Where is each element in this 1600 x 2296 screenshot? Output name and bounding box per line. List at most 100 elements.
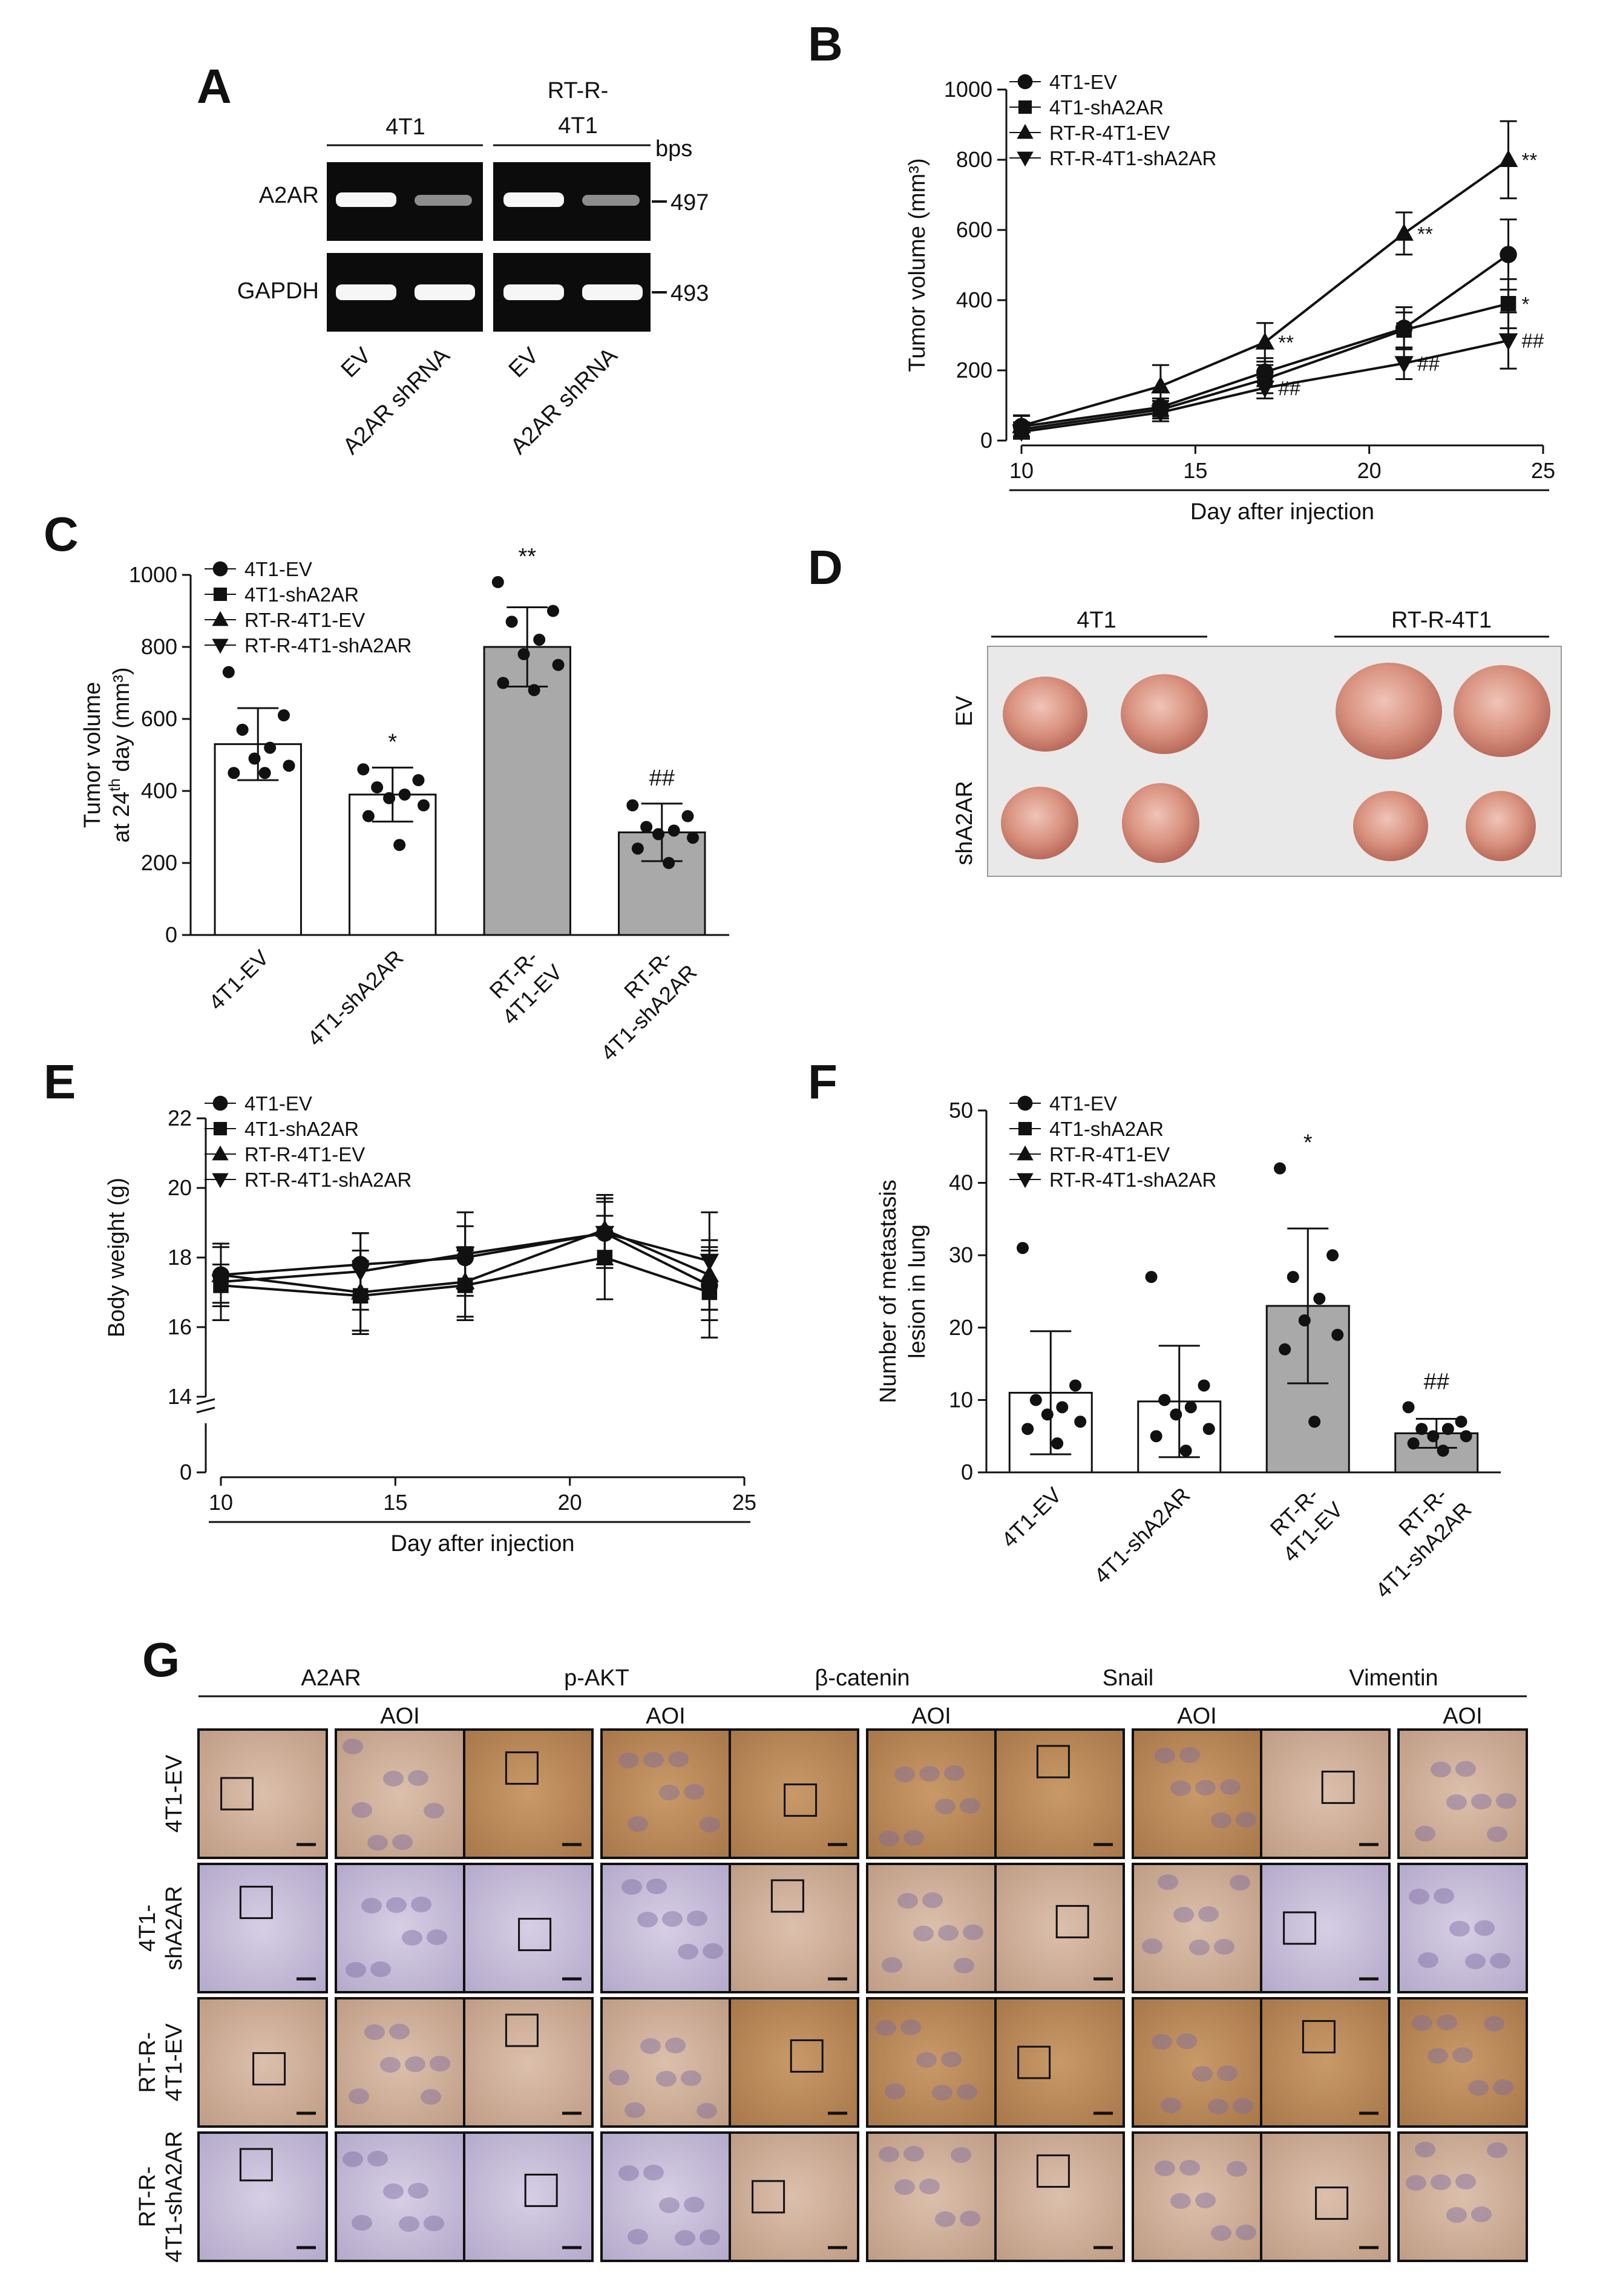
ihc-nucleus-r1-c4-5 [1474,1920,1495,1936]
ihc-nucleus-r0-c1-5 [628,1816,648,1832]
panel-c-dot-rt-r-4t1-sha2ar-7 [663,857,675,869]
band-gapdh-lane4 [582,284,643,300]
tumor-rtr-sh-2 [1466,791,1536,861]
panel-c-ytick-label-1000: 1000 [129,562,177,587]
band-a2ar-lane3 [503,192,564,207]
panel-f-dot-rt-r-4t1-sha2ar-4 [1427,1430,1440,1443]
ihc-nucleus-r2-c1-2 [640,2038,661,2054]
panel-e-ytick-label-break: 0 [180,1460,192,1484]
panel-c-dot-4t1-ev-1 [277,709,290,722]
ihc-tile-r3-c3 [994,2131,1125,2262]
panel-e-xtick-label-10: 10 [209,1490,233,1515]
ihc-tile-r0-c0 [197,1728,328,1859]
panel-c-dot-rt-r-4t1-ev-5 [552,658,565,671]
panel-c-sig-4t1-sha2ar: * [388,729,397,755]
ihc-aoi-tile-r2-c2 [866,1997,997,2128]
panel-f-dot-rt-r-4t1-ev-7 [1308,1415,1321,1428]
photo-group-rtr: RT-R-4T1 [1391,608,1492,633]
ihc-row-label-3-line-2: 4T1-shA2AR [162,2131,187,2263]
panel-e-point-rt-r-4t1-sha2ar-17 [455,1247,475,1264]
ihc-aoi-label-0: AOI [380,1704,419,1729]
ihc-nucleus-r2-c1-3 [681,2070,701,2086]
photo-row-ev: EV [952,695,977,726]
panel-f-dot-4t1-ev-5 [1074,1415,1087,1428]
ihc-nucleus-r3-c2-4 [919,2179,940,2194]
panel-c-sig-rt-r-4t1-ev: ** [518,544,536,569]
panel-b-point-4t1-sha2ar-24 [1500,296,1516,312]
panel-e-ylabel: Body weight (g) [104,1178,130,1337]
panel-c: C 0 200 400 600 800 1000 Tumor volume at 24th d… [44,507,729,1065]
panel-c-ytick-label-0: 0 [165,922,177,947]
ihc-nucleus-r3-c3-2 [1211,2225,1231,2241]
panel-e-xtick-label-20: 20 [558,1490,582,1515]
ihc-aoi-box-r0-c0 [220,1777,254,1811]
ihc-nucleus-r0-c0-3 [367,1835,388,1851]
ihc-nucleus-r0-c3-5 [1179,1747,1200,1763]
panel-b-xlabel: Day after injection [1190,499,1374,525]
panel-b-xtick-label-25: 25 [1531,458,1555,483]
ihc-aoi-tile-r1-c4 [1397,1863,1528,1993]
panel-b-point-rt-r-4t1-sha2ar-14 [1151,405,1170,423]
ihc-nucleus-r1-c0-5 [370,1961,391,1977]
panel-f-dot-rt-r-4t1-sha2ar-0 [1402,1401,1415,1414]
panel-f-ytick-label-10: 10 [949,1387,973,1412]
ihc-aoi-box-r1-c1 [518,1918,552,1952]
panel-f-dot-4t1-ev-7 [1051,1437,1064,1450]
panel-f-ytick-label-0: 0 [961,1460,973,1484]
ihc-tile-r0-c4 [1260,1728,1391,1859]
panel-f-dot-4t1-ev-1 [1069,1379,1082,1392]
panel-c-dot-rt-r-4t1-ev-3 [533,634,546,646]
ihc-aoi-box-r1-c2 [770,1879,804,1913]
ihc-nucleus-r2-c1-0 [656,2071,677,2087]
ihc-nucleus-r3-c2-6 [903,2146,924,2162]
panel-c-dot-rt-r-4t1-sha2ar-3 [667,824,680,837]
band-a2ar-lane1 [336,192,396,207]
ihc-nucleus-r2-c4-4 [1452,2047,1473,2063]
panel-e-legend-marker-4t1-ev [212,1095,228,1111]
ihc-nucleus-r0-c2-4 [960,1798,980,1814]
band-a2ar-lane4 [582,195,640,206]
ihc-tile-r2-c4 [1260,1997,1391,2128]
ihc-row-label-1-line-2: shA2AR [162,1886,187,1970]
ihc-nucleus-r0-c0-4 [408,1770,428,1786]
ihc-nucleus-r1-c1-5 [646,1878,667,1894]
panel-e-point-rt-r-4t1-sha2ar-10 [211,1274,231,1292]
panel-c-legend-marker-4t1-ev [212,561,228,577]
ihc-nucleus-r1-c2-5 [922,1892,943,1908]
ihc-marker-vimentin: Vimentin [1349,1665,1438,1691]
ihc-aoi-label-2: AOI [911,1704,951,1729]
ihc-aoi-tile-r2-c0 [335,1997,465,2128]
ihc-nucleus-r0-c4-0 [1446,1794,1467,1810]
panel-b-ylabel: Tumor volume (mm³) [905,158,930,372]
panel-g-letter: G [142,1633,180,1687]
ihc-nucleus-r3-c2-5 [960,2211,980,2226]
ihc-marker-a2ar: A2AR [301,1665,361,1691]
panel-b-xtick-label-20: 20 [1357,458,1382,483]
ihc-tile-r1-c4 [1260,1863,1391,1993]
panel-e-ytick-label-16: 16 [168,1314,192,1339]
ihc-tile-r0-c1 [463,1728,594,1859]
panel-f-dot-rt-r-4t1-ev-0 [1274,1162,1287,1175]
ihc-nucleus-r2-c0-4 [349,2088,369,2104]
ihc-nucleus-r1-c4-1 [1409,1889,1429,1904]
ihc-tile-r2-c0 [197,1997,328,2128]
panel-c-xlabel-4t1-ev-line-1: 4T1-EV [204,945,274,1015]
ihc-tile-r1-c3 [994,1863,1125,1993]
panel-c-dot-4t1-ev-0 [222,666,235,678]
panel-f-ytick-label-20: 20 [949,1315,973,1340]
panel-c-dot-rt-r-4t1-sha2ar-2 [640,821,653,833]
panel-b-point-rt-r-4t1-sha2ar-17 [1255,381,1275,398]
ihc-nucleus-r1-c3-2 [1173,1907,1194,1923]
ihc-nucleus-r3-c1-0 [675,2230,695,2246]
gel-lane-label-3: EV [504,343,544,382]
panel-b-xtick-label-15: 15 [1183,458,1207,483]
panel-c-dot-rt-r-4t1-sha2ar-6 [631,842,644,855]
panel-f-dot-rt-r-4t1-ev-2 [1287,1271,1299,1284]
panel-b-point-rt-r-4t1-ev-24 [1498,149,1518,167]
ihc-nucleus-r2-c1-4 [625,2102,645,2118]
panel-b-legend-marker-4t1-ev [1017,74,1033,90]
ihc-nucleus-r2-c0-0 [380,2057,401,2073]
ihc-nucleus-r3-c3-3 [1155,2160,1175,2176]
ihc-aoi-box-r3-c1 [524,2173,558,2207]
ihc-nucleus-r3-c3-5 [1236,2225,1256,2240]
